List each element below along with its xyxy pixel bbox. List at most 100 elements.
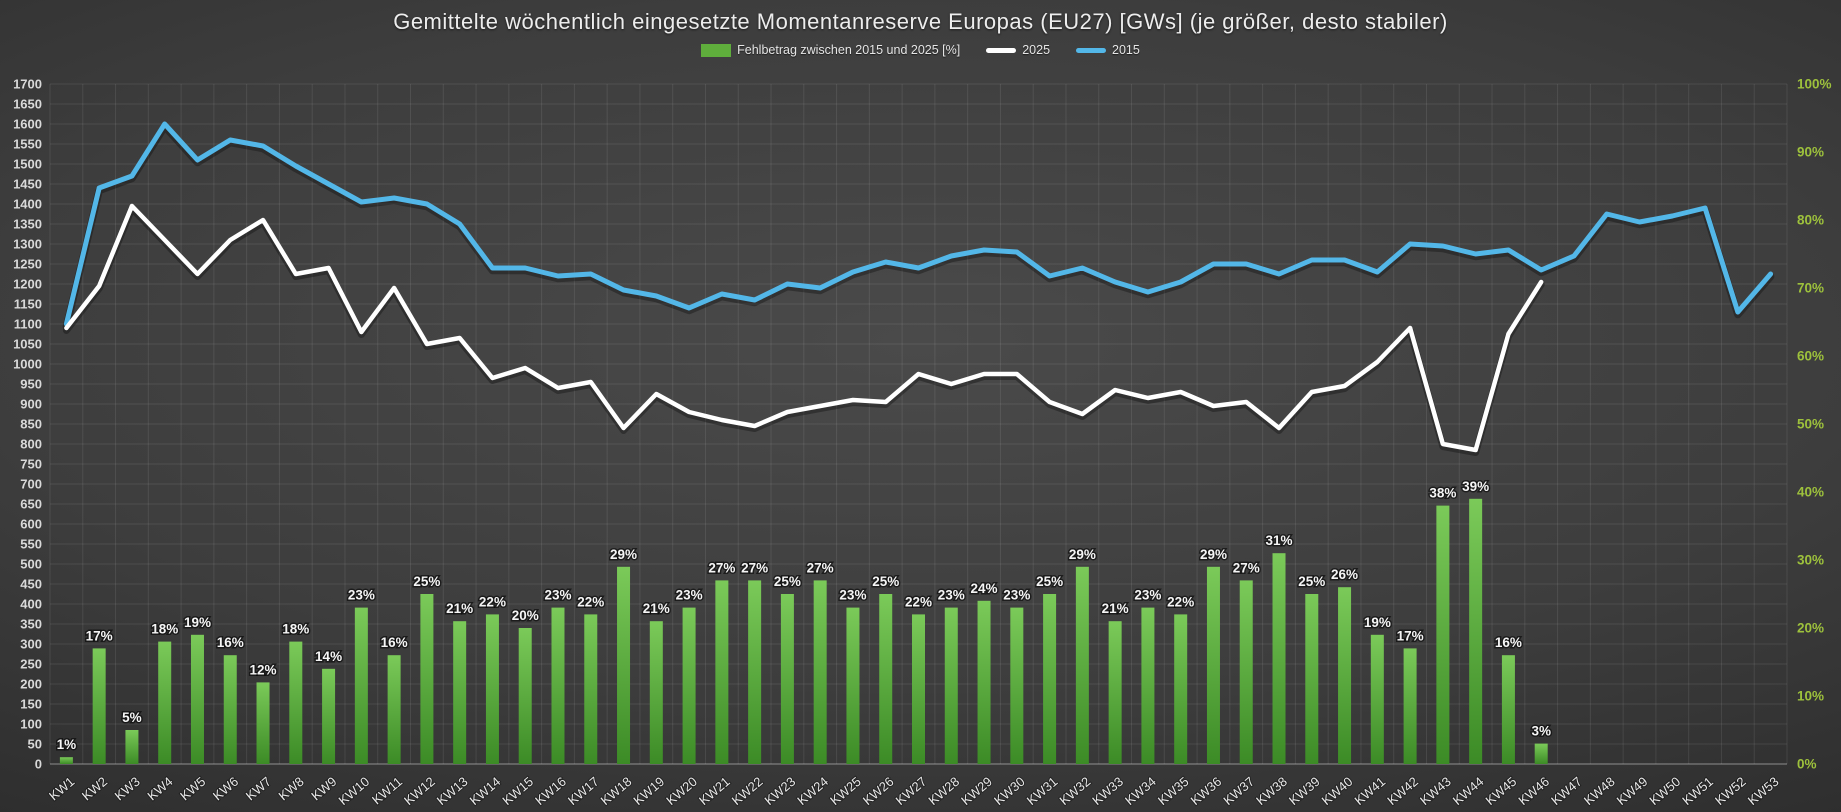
deficit-bar-kw33: [1108, 621, 1122, 764]
x-axis-tick-label: KW33: [1089, 774, 1126, 808]
x-axis-tick-label: KW40: [1319, 774, 1356, 808]
chart-title: Gemittelte wöchentlich eingesetzte Momen…: [393, 9, 1448, 34]
deficit-bar-kw13: [453, 621, 467, 764]
deficit-bar-kw17: [584, 614, 598, 764]
y-axis-tick-label: 1550: [13, 137, 42, 152]
deficit-bar-kw10: [354, 607, 368, 764]
x-axis-tick-label: KW14: [467, 774, 504, 808]
deficit-bar-kw39: [1305, 594, 1319, 764]
y-axis-tick-label: 750: [20, 457, 42, 472]
bar-value-label: 12%: [250, 662, 277, 677]
bar-value-label: 24%: [971, 581, 998, 596]
x-axis-tick-label: KW31: [1024, 774, 1061, 808]
x-axis-tick-label: KW17: [565, 774, 602, 808]
x-axis-tick-label: KW29: [958, 774, 995, 808]
y-axis-tick-label: 1600: [13, 117, 42, 132]
legend-line-swatch-2015-icon: [1076, 47, 1107, 53]
deficit-bar-kw22: [748, 580, 762, 764]
x-axis-tick-label: KW15: [499, 774, 536, 808]
deficit-bar-kw5: [190, 634, 204, 764]
x-axis-tick-label: KW1: [46, 774, 77, 804]
bar-value-label: 27%: [1233, 560, 1260, 575]
deficit-bar-kw1: [59, 757, 73, 764]
y-axis-tick-label: 800: [20, 437, 42, 452]
x-axis-tick-label: KW24: [794, 774, 831, 808]
bar-value-label: 23%: [544, 588, 571, 603]
line-2015: [63, 121, 1774, 327]
y-axis-tick-label: 250: [20, 657, 42, 672]
x-axis-tick-label: KW38: [1253, 774, 1290, 808]
x-axis-tick-label: KW9: [308, 774, 339, 804]
bar-value-label: 21%: [1102, 601, 1129, 616]
deficit-bar-kw11: [387, 655, 401, 764]
x-axis-tick-label: KW39: [1286, 774, 1323, 808]
pct-axis-tick-label: 50%: [1797, 417, 1824, 432]
y-axis-tick-label: 1500: [13, 157, 42, 172]
bar-value-label: 18%: [282, 622, 309, 637]
deficit-bar-kw28: [944, 607, 958, 764]
deficit-bar-kw3: [125, 730, 139, 764]
deficit-bar-kw23: [780, 594, 794, 764]
x-axis-tick-label: KW46: [1515, 774, 1552, 808]
y-axis-tick-label: 1650: [13, 97, 42, 112]
bar-value-label: 19%: [184, 615, 211, 630]
bar-value-label: 27%: [708, 560, 735, 575]
bar-value-label: 23%: [348, 588, 375, 603]
bar-value-label: 25%: [413, 574, 440, 589]
deficit-bar-kw31: [1043, 594, 1057, 764]
deficit-bar-kw34: [1141, 607, 1155, 764]
x-axis-tick-label: KW27: [893, 774, 930, 808]
bar-value-label: 23%: [938, 588, 965, 603]
x-axis-tick-label: KW43: [1417, 774, 1454, 808]
x-axis-tick-label: KW51: [1679, 774, 1716, 808]
y-axis-tick-label: 650: [20, 497, 42, 512]
deficit-bar-kw12: [420, 594, 434, 764]
bar-value-label: 5%: [122, 710, 142, 725]
y-axis-tick-label: 1450: [13, 177, 42, 192]
deficit-bar-kw38: [1272, 553, 1286, 764]
pct-axis-tick-label: 40%: [1797, 485, 1824, 500]
bar-value-label: 17%: [1397, 628, 1424, 643]
deficit-bar-kw8: [289, 641, 303, 764]
legend-line-swatch-2025-icon: [986, 47, 1017, 53]
x-axis-tick-label: KW36: [1188, 774, 1225, 808]
y-axis-tick-label: 1200: [13, 277, 42, 292]
deficit-bar-kw6: [223, 655, 237, 764]
y-axis-tick-label: 1400: [13, 197, 42, 212]
x-axis-tick-label: KW25: [827, 774, 864, 808]
x-axis-tick-label: KW45: [1483, 774, 1520, 808]
legend-item-fehlbetrag: Fehlbetrag zwischen 2015 und 2025 [%]: [701, 43, 960, 57]
deficit-bar-kw25: [846, 607, 860, 764]
deficit-bar-kw35: [1174, 614, 1188, 764]
bar-value-label: 29%: [1200, 547, 1227, 562]
bar-value-label: 23%: [1003, 588, 1030, 603]
pct-axis-tick-label: 70%: [1797, 281, 1824, 296]
x-axis-tick-label: KW49: [1614, 774, 1651, 808]
legend-label-fehlbetrag: Fehlbetrag zwischen 2015 und 2025 [%]: [737, 43, 961, 57]
deficit-bar-kw42: [1403, 648, 1417, 764]
x-axis-tick-label: KW23: [762, 774, 799, 808]
x-axis-tick-label: KW41: [1351, 774, 1388, 808]
bar-value-label: 29%: [1069, 547, 1096, 562]
bar-value-label: 27%: [741, 560, 768, 575]
deficit-bar-kw40: [1338, 587, 1352, 764]
bar-value-label: 17%: [86, 628, 113, 643]
y-axis-tick-label: 1700: [13, 77, 42, 92]
x-axis-tick-label: KW28: [925, 774, 962, 808]
x-axis-tick-label: KW21: [696, 774, 733, 808]
left-axis: 1700165016001550150014501400135013001250…: [13, 77, 42, 772]
deficit-bar-kw14: [485, 614, 499, 764]
pct-axis-tick-label: 80%: [1797, 213, 1824, 228]
bar-value-label: 29%: [610, 547, 637, 562]
x-axis-tick-label: KW32: [1057, 774, 1094, 808]
y-axis-tick-label: 1100: [14, 317, 42, 332]
line-2025: [64, 203, 1544, 453]
bar-value-label: 14%: [315, 649, 342, 664]
bar-value-label: 22%: [479, 594, 506, 609]
pct-axis-tick-label: 30%: [1797, 553, 1824, 568]
chart-legend: Fehlbetrag zwischen 2015 und 2025 [%] 20…: [0, 43, 1841, 57]
bar-value-label: 19%: [1364, 615, 1391, 630]
y-axis-tick-label: 150: [20, 697, 42, 712]
x-axis-tick-label: KW10: [336, 774, 373, 808]
y-axis-tick-label: 700: [20, 477, 42, 492]
